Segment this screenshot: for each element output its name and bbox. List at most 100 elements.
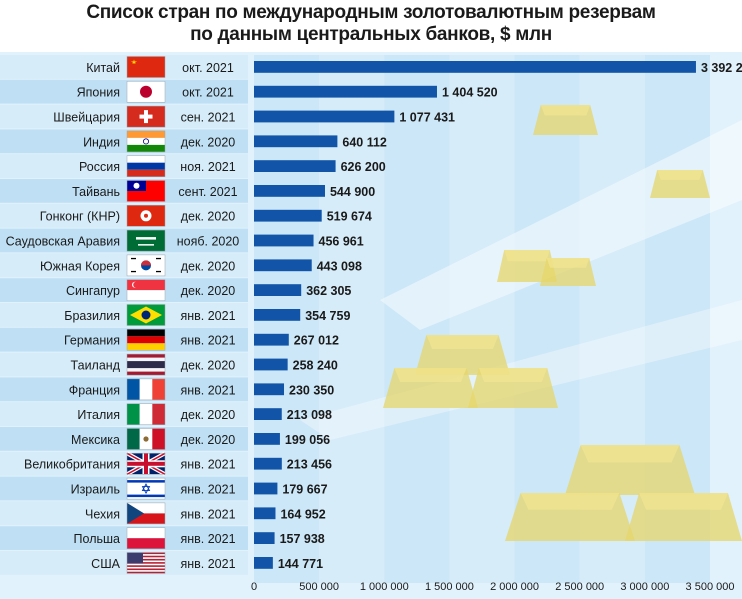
flag-border <box>126 105 166 128</box>
flag-part <box>127 144 165 152</box>
flag-part <box>139 378 153 400</box>
flag-border <box>126 552 166 574</box>
data-label: 544 900 <box>330 185 375 199</box>
flag-border <box>126 477 166 500</box>
china-flag <box>126 56 166 78</box>
table-row: Китай окт. 2021 3 392 229 <box>0 55 742 79</box>
country-label: Саудовская Аравия <box>6 235 120 249</box>
data-label: 213 098 <box>287 408 332 422</box>
saudi-arabia-flag <box>126 229 166 252</box>
row-background <box>0 327 248 352</box>
bar <box>254 209 322 222</box>
gold-bar-top <box>657 170 703 180</box>
table-row: Гонконг (КНР) дек. 2020 519 674 <box>0 203 372 228</box>
flag-border <box>126 502 166 525</box>
bar <box>254 333 289 346</box>
flag-part <box>127 513 165 524</box>
row-background <box>0 104 248 129</box>
bar <box>254 234 314 247</box>
flag-part <box>139 403 153 425</box>
flag-part <box>152 378 165 400</box>
country-label: США <box>91 557 120 571</box>
country-label: Франция <box>69 383 120 397</box>
germany-flag <box>126 329 166 351</box>
gold-bar-icon <box>415 335 510 375</box>
row-background <box>0 179 248 203</box>
country-label: Чехия <box>85 507 120 521</box>
table-row: Сингапур дек. 2020 362 305 <box>0 278 351 302</box>
data-label: 1 077 431 <box>399 111 455 125</box>
japan-flag <box>126 81 166 103</box>
flag-part <box>127 558 165 561</box>
gold-bar-top <box>546 258 590 268</box>
row-background <box>0 303 248 327</box>
italy-flag <box>126 403 166 425</box>
uk-flag <box>126 451 166 477</box>
bar <box>254 61 696 73</box>
row-background <box>0 551 248 575</box>
bar <box>254 433 280 445</box>
data-label: 199 056 <box>285 433 330 447</box>
country-label: Южная Корея <box>40 259 120 273</box>
table-row: Израиль янв. 2021 179 667 <box>0 476 328 501</box>
israel-flag <box>126 477 166 500</box>
country-label: Таиланд <box>71 359 121 373</box>
light-ray <box>380 120 742 330</box>
gold-bar-icon <box>565 445 695 495</box>
data-label: 519 674 <box>327 210 372 224</box>
table-row: Великобритания янв. 2021 213 456 <box>0 451 332 477</box>
table-row: Италия дек. 2020 213 098 <box>0 402 332 426</box>
flag-part <box>127 555 165 558</box>
table-row: Россия ноя. 2021 626 200 <box>0 154 386 178</box>
flag-border <box>126 527 166 549</box>
date-label: окт. 2021 <box>182 61 234 75</box>
date-label: сен. 2021 <box>181 111 236 125</box>
flag-border <box>126 353 166 376</box>
x-tick-label: 2 500 000 <box>555 581 604 593</box>
table-row: США янв. 2021 144 771 <box>0 551 323 575</box>
flag-part <box>152 428 165 450</box>
row-background <box>0 79 248 104</box>
flag-part <box>138 244 154 246</box>
flag-part <box>127 571 165 574</box>
country-label: Великобритания <box>24 458 120 472</box>
bar <box>254 135 338 148</box>
flag-border <box>126 130 166 153</box>
table-row: Южная Корея дек. 2020 443 098 <box>0 253 362 278</box>
country-label: Польша <box>74 532 120 546</box>
singapore-flag <box>126 279 166 301</box>
x-tick-label: 2 000 000 <box>490 581 539 593</box>
flag-border <box>126 329 166 351</box>
south-korea-flag <box>126 254 166 277</box>
flag-border <box>126 180 166 202</box>
gold-bar-top <box>540 105 591 116</box>
flag-part <box>127 480 165 483</box>
flag-border <box>126 304 166 326</box>
flag-part <box>127 568 165 571</box>
country-label: Италия <box>77 408 120 422</box>
flag-part <box>141 486 151 495</box>
data-label: 1 404 520 <box>442 86 498 100</box>
table-row: Франция янв. 2021 230 350 <box>0 377 334 402</box>
mexico-flag <box>126 428 166 450</box>
gold-bar-top <box>504 250 550 262</box>
bar <box>254 507 276 520</box>
grid-column <box>449 55 515 583</box>
flag-part <box>127 428 140 450</box>
flag-part <box>127 130 165 138</box>
row-background <box>0 451 248 476</box>
data-label: 144 771 <box>278 557 323 571</box>
flag-part <box>127 361 165 369</box>
flag-part <box>127 162 165 170</box>
table-row: Швейцария сен. 2021 1 077 431 <box>0 104 455 129</box>
date-label: янв. 2021 <box>180 309 235 323</box>
country-label: Китай <box>86 61 120 75</box>
row-background <box>0 154 248 178</box>
gold-bar-top <box>639 493 728 510</box>
bar <box>254 408 282 420</box>
data-label: 258 240 <box>293 359 338 373</box>
flag-part <box>127 461 165 466</box>
flag-border <box>126 229 166 252</box>
flag-border <box>126 81 166 103</box>
gold-bar-top <box>394 368 467 382</box>
